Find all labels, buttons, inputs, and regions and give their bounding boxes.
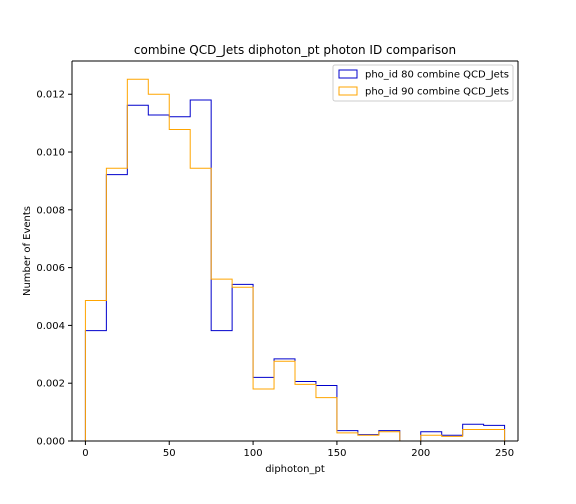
series-layer [84, 78, 506, 442]
chart-title: combine QCD_Jets diphoton_pt photon ID c… [134, 43, 456, 57]
y-axis-label: Number of Events [22, 206, 33, 296]
legend-swatch [338, 86, 358, 96]
y-tick-label: 0.006 [36, 263, 65, 274]
y-tick-label: 0.008 [36, 205, 65, 216]
series-2 [84, 78, 506, 442]
x-tick-label: 50 [163, 448, 176, 459]
legend-frame [332, 64, 514, 102]
y-tick-label: 0.002 [36, 379, 65, 390]
x-tick-label: 250 [495, 448, 514, 459]
x-tick-label: 100 [244, 448, 263, 459]
x-axis-ticks: 0 50 100 150 200 250 [82, 441, 514, 459]
y-axis-ticks: 0.000 0.002 0.004 0.006 0.008 0.010 0.012 [36, 90, 72, 448]
legend: pho_id 80 combine QCD_Jets pho_id 90 comb… [332, 64, 514, 102]
legend-label: pho_id 90 combine QCD_Jets [365, 87, 509, 98]
y-tick-label: 0.000 [36, 437, 65, 448]
legend-items: pho_id 80 combine QCD_Jets pho_id 90 comb… [338, 69, 509, 98]
axes-frame [71, 60, 519, 442]
x-tick-label: 0 [82, 448, 88, 459]
x-tick-label: 150 [327, 448, 346, 459]
legend-label: pho_id 80 combine QCD_Jets [365, 70, 509, 81]
x-axis-label: diphoton_pt [265, 464, 325, 475]
legend-swatch [338, 69, 358, 79]
legend-entry-2: pho_id 90 combine QCD_Jets [338, 86, 509, 98]
y-tick-label: 0.012 [36, 90, 65, 101]
y-tick-label: 0.004 [36, 321, 65, 332]
series-2-step-line [84, 78, 506, 442]
y-tick-label: 0.010 [36, 148, 65, 159]
legend-entry-1: pho_id 80 combine QCD_Jets [338, 69, 509, 81]
x-tick-label: 200 [411, 448, 430, 459]
